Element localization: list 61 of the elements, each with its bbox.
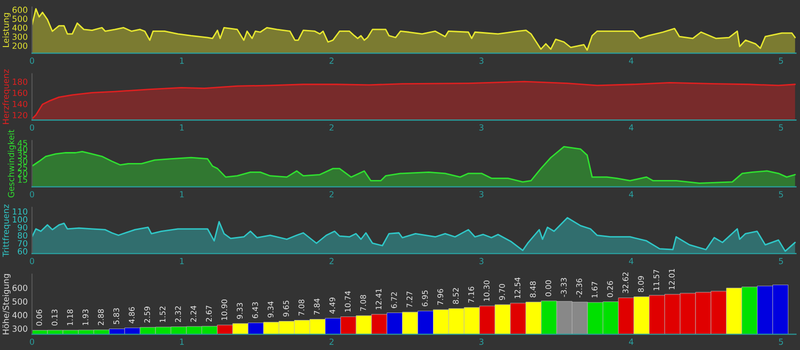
y-tick-label: 300	[12, 34, 28, 40]
y-tick-label: 200	[12, 42, 28, 49]
x-tick-label: 2	[330, 58, 334, 64]
x-tick-label: 2	[330, 191, 334, 198]
x-tick-label: 3	[479, 191, 484, 198]
y-tick-label: 140	[12, 100, 28, 108]
y-axis-title: Leistung	[2, 13, 11, 47]
x-tick-label: 1	[180, 58, 184, 64]
y-axis-title: Höhe/Steigung	[2, 274, 11, 334]
y-tick-label: 70	[18, 240, 28, 247]
x-tick-label: 4	[628, 258, 634, 264]
y-tick-label: 40	[18, 146, 28, 152]
y-tick-label: 15	[18, 176, 28, 183]
x-tick-label: 1	[180, 258, 184, 264]
y-tick-label: 400	[12, 312, 28, 318]
x-tick-label: 1	[180, 338, 184, 345]
y-tick-label: 30	[18, 158, 28, 165]
y-tick-label: 45	[18, 140, 28, 146]
x-tick-label: 4	[628, 124, 634, 131]
y-tick-label: 110	[12, 208, 28, 215]
x-tick-label: 0	[30, 58, 34, 64]
y-tick-label: 180	[12, 78, 28, 85]
y-tick-label: 60	[18, 248, 28, 254]
x-tick-label: 2	[330, 258, 334, 264]
x-tick-label: 5	[779, 338, 783, 345]
y-tick-label: 500	[12, 16, 28, 22]
x-tick-label: 5	[779, 258, 783, 264]
y-tick-label: 600	[12, 6, 28, 13]
y-tick-label: 120	[12, 112, 28, 118]
y-axis-title: Trittfrequenz	[2, 204, 11, 257]
x-tick-label: 4	[628, 58, 634, 64]
x-tick-label: 0	[30, 191, 34, 198]
x-tick-label: 0	[30, 124, 34, 131]
x-tick-label: 4	[628, 338, 634, 345]
x-tick-label: 5	[779, 58, 783, 64]
x-tick-label: 3	[479, 58, 484, 64]
y-tick-label: 25	[18, 164, 28, 171]
y-tick-label: 80	[18, 232, 28, 239]
y-tick-label: 300	[12, 326, 28, 332]
y-axis-title: Herzfrequenz	[2, 69, 11, 124]
y-tick-label: 400	[12, 24, 28, 31]
x-tick-label: 3	[479, 124, 484, 131]
y-tick-label: 500	[12, 298, 28, 305]
x-tick-label: 3	[479, 338, 484, 345]
y-tick-label: 100	[12, 216, 28, 223]
x-tick-label: 0	[30, 258, 34, 264]
y-axis-title: Geschwindigkeit	[8, 130, 16, 198]
y-tick-label: 35	[18, 152, 28, 158]
x-tick-label: 4	[628, 191, 634, 198]
x-tick-label: 3	[479, 258, 484, 264]
x-tick-label: 5	[779, 124, 783, 131]
x-tick-label: 2	[330, 124, 334, 131]
x-tick-label: 1	[180, 191, 184, 198]
x-tick-label: 0	[30, 338, 34, 345]
x-tick-label: 1	[180, 124, 184, 131]
y-tick-label: 90	[18, 224, 28, 231]
x-tick-label: 2	[330, 338, 334, 345]
y-tick-label: 20	[18, 170, 28, 177]
y-tick-label: 600	[12, 284, 28, 292]
y-tick-label: 160	[12, 90, 28, 96]
x-tick-label: 5	[779, 191, 783, 198]
